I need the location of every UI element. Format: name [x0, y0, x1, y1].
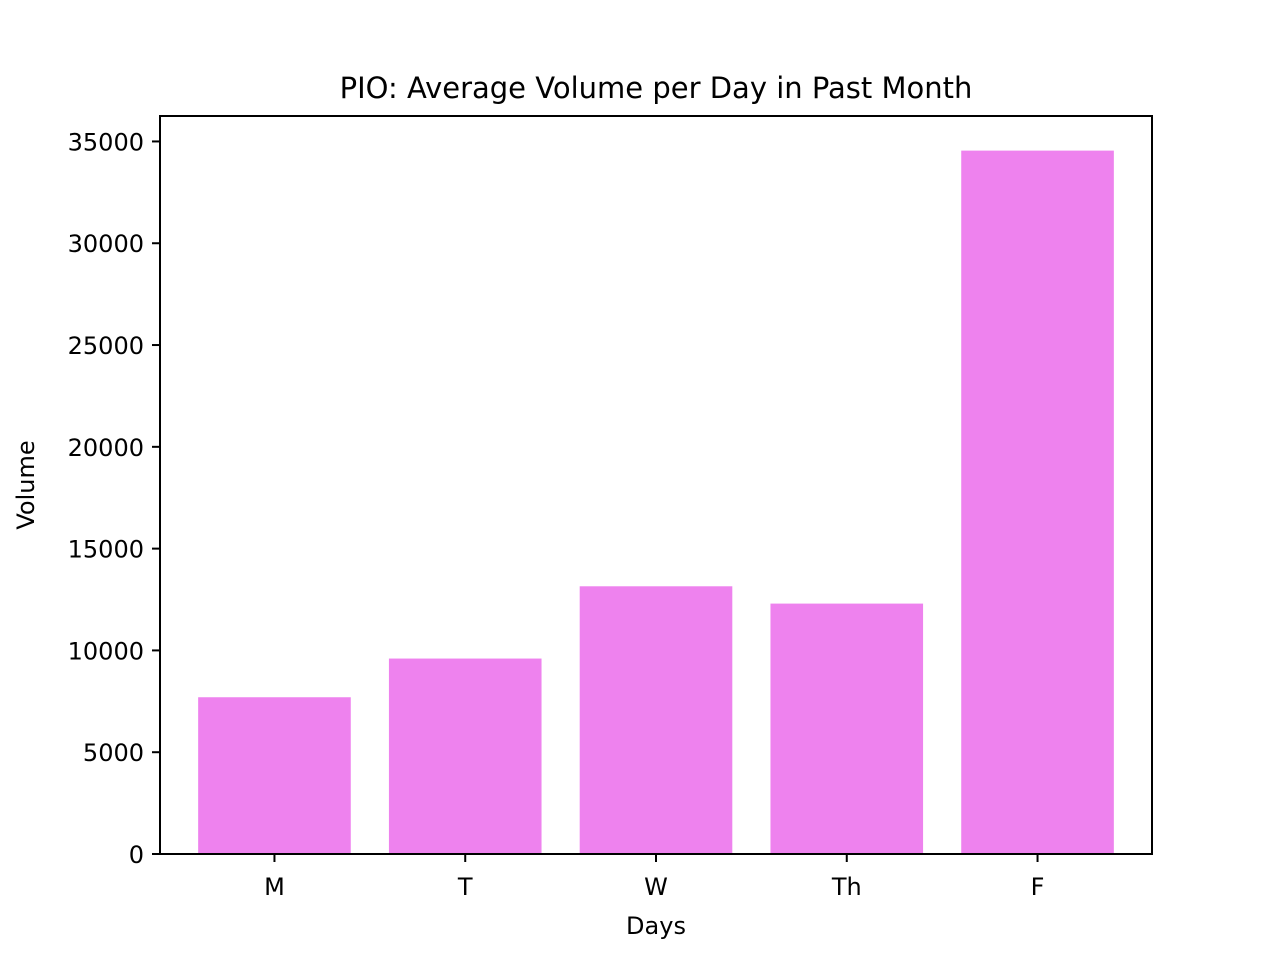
x-tick-label: Th — [831, 873, 862, 901]
y-tick-label: 35000 — [68, 128, 144, 156]
x-axis: M T W Th F — [264, 854, 1044, 901]
bar-w — [579, 586, 733, 854]
bar-m — [198, 697, 351, 854]
x-tick-label: T — [457, 873, 473, 901]
y-tick-label: 30000 — [68, 230, 144, 258]
y-axis: 0 5000 10000 15000 20000 25000 30000 35000 — [68, 128, 160, 869]
plot-frame — [159, 115, 1153, 855]
y-tick-label: 5000 — [83, 739, 144, 767]
x-axis-label: Days — [626, 912, 686, 940]
x-tick-label: F — [1031, 873, 1045, 901]
y-tick-label: 10000 — [68, 637, 144, 665]
y-tick-label: 0 — [129, 841, 144, 869]
chart-title: PIO: Average Volume per Day in Past Mont… — [340, 71, 973, 105]
y-tick-label: 20000 — [68, 434, 144, 462]
x-tick-label: W — [644, 873, 668, 901]
y-tick-label: 15000 — [68, 536, 144, 564]
bars-group — [198, 150, 1114, 855]
bar-f — [961, 150, 1114, 855]
y-axis-label: Volume — [12, 440, 40, 529]
bar-t — [388, 658, 542, 854]
x-tick-label: M — [264, 873, 285, 901]
bar-th — [770, 603, 924, 854]
y-tick-label: 25000 — [68, 332, 144, 360]
